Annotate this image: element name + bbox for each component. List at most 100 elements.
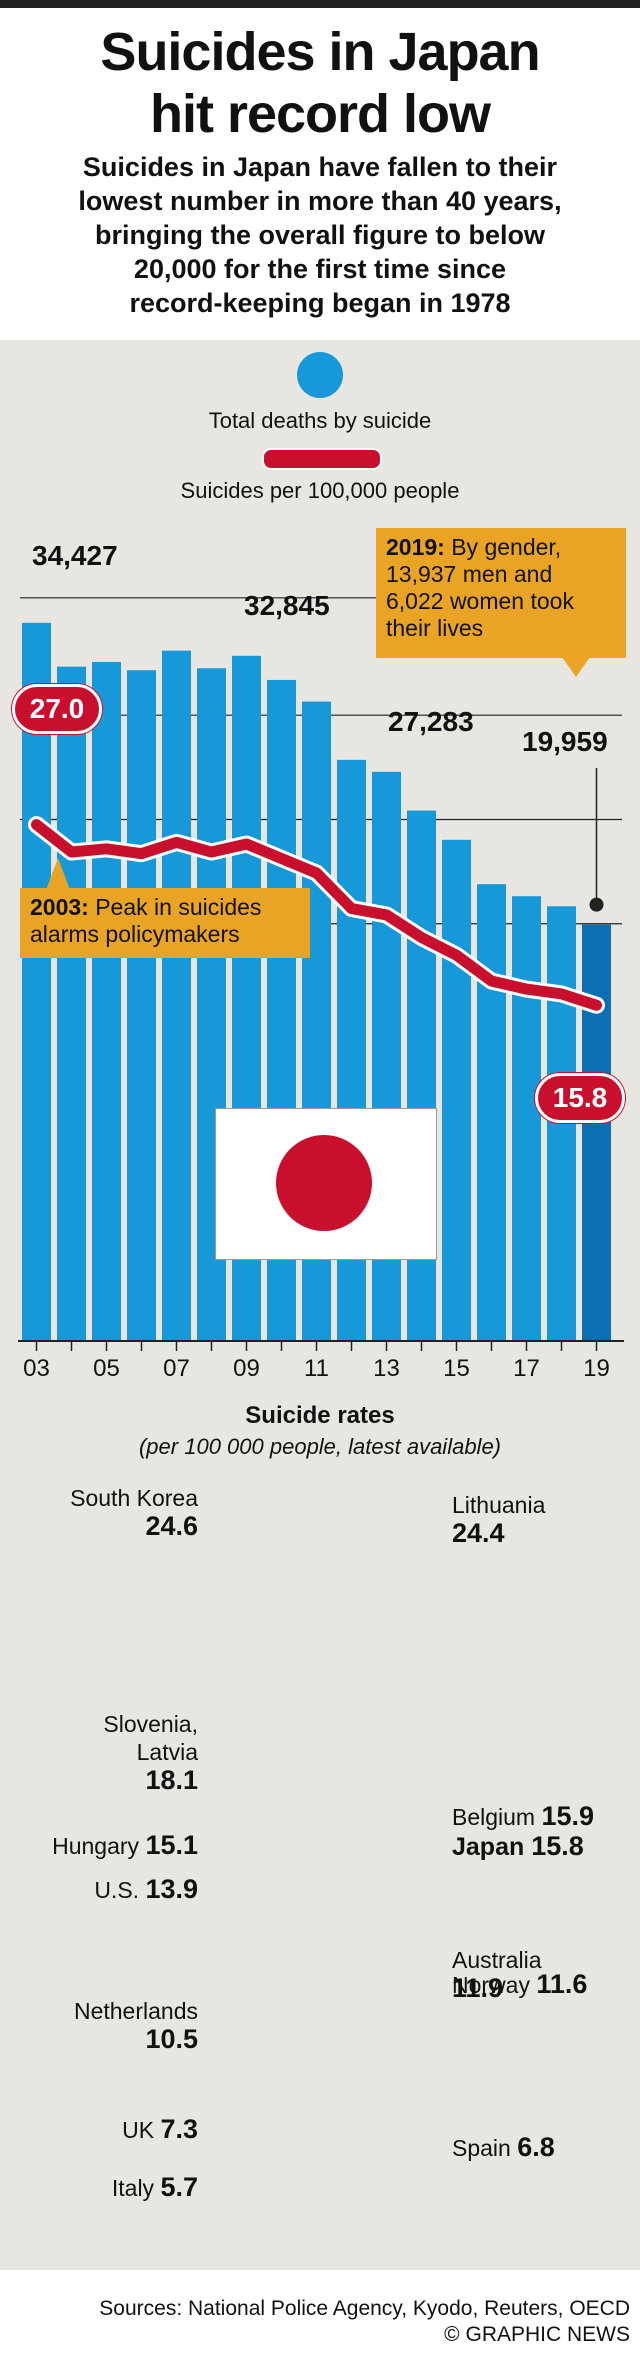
country-name: Slovenia, — [103, 1711, 198, 1738]
country-left: UK 7.3 — [122, 2115, 198, 2144]
country-left: Netherlands 10.5 — [74, 1997, 198, 2054]
country-right: Belgium 15.9 — [452, 1802, 594, 1831]
country-name: Lithuania — [452, 1492, 546, 1519]
callout-2019-pointer — [562, 657, 590, 677]
rate-2003-badge: 27.0 — [12, 684, 102, 734]
country-value: 11.9 — [452, 1972, 504, 2003]
x-tick-label: 17 — [513, 1355, 540, 1382]
country-name: Italy — [111, 2175, 161, 2201]
marker-2019 — [589, 897, 604, 912]
callout-2019-text: 13,937 men and — [386, 561, 553, 587]
country-right: Norway 11.6 — [452, 1970, 587, 1999]
callout-2003-text: alarms policymakers — [30, 921, 240, 947]
bar-2007 — [162, 650, 191, 1341]
country-name: U.S. — [94, 1876, 146, 1903]
country-value: 15.9 — [541, 1801, 595, 1832]
rate-2019-badge: 15.8 — [535, 1073, 625, 1123]
callout-2019-text: By gender, — [444, 534, 562, 560]
bar-2017 — [512, 896, 541, 1341]
top-rule — [0, 0, 640, 8]
x-tick-label: 15 — [443, 1355, 470, 1382]
country-value: 18.1 — [145, 1765, 198, 1796]
bar-2019 — [582, 924, 611, 1341]
value-2009: 32,845 — [244, 590, 330, 621]
bar-2006 — [127, 670, 156, 1341]
callout-2003: 2003: Peak in suicides alarms policymake… — [20, 888, 310, 958]
country-value: 15.8 — [531, 1831, 584, 1862]
subtitle-line: bringing the overall figure to below — [94, 220, 546, 250]
value-2019: 19,959 — [522, 726, 608, 757]
title-line-1: Suicides in Japan — [100, 22, 540, 82]
flag-sun — [276, 1135, 372, 1231]
country-left: Italy 5.7 — [112, 2173, 198, 2202]
value-2003: 34,427 — [32, 540, 118, 571]
bar-2015 — [442, 839, 471, 1341]
x-tick-label: 07 — [163, 1355, 190, 1382]
country-value: 7.3 — [160, 2113, 198, 2144]
title-line-2: hit record low — [149, 84, 491, 144]
country-name: UK — [122, 2116, 161, 2143]
subtitle-line: Suicides in Japan have fallen to their — [82, 152, 558, 182]
subtitle-line: 20,000 for the first time since — [133, 254, 507, 284]
rate-line-core — [31, 819, 602, 1011]
value-2013: 27,283 — [388, 706, 474, 737]
country-value: 24.4 — [452, 1518, 505, 1549]
country-left: U.S. 13.9 — [94, 1875, 198, 1904]
bar-2003 — [22, 622, 51, 1341]
callout-2003-pointer — [46, 858, 70, 890]
legend-line-label: Suicides per 100,000 people — [180, 478, 460, 503]
country-value: 10.5 — [145, 2023, 198, 2054]
country-value: 15.1 — [145, 1830, 198, 1861]
x-tick-label: 19 — [583, 1355, 610, 1382]
country-left: South Korea 24.6 — [70, 1484, 198, 1541]
country-name: Japan — [452, 1833, 532, 1862]
country-name: Netherlands — [73, 1997, 198, 2024]
japan-flag-icon — [215, 1108, 437, 1260]
bar-2018 — [547, 906, 576, 1341]
country-left: Hungary 15.1 — [52, 1831, 198, 1860]
rates-subtitle: (per 100 000 people, latest available) — [138, 1434, 502, 1459]
x-tick-label: 05 — [93, 1355, 120, 1382]
country-right: Spain 6.8 — [452, 2133, 555, 2162]
bar-2004 — [57, 666, 86, 1341]
legend-line-swatch — [262, 448, 382, 470]
legend-bars-label: Total deaths by suicide — [208, 408, 432, 433]
country-name: Australia — [452, 1946, 542, 1973]
legend-bar-swatch — [297, 352, 343, 398]
sources: Sources: National Police Agency, Kyodo, … — [99, 2296, 630, 2348]
country-name: Spain — [452, 2135, 518, 2162]
bar-2005 — [92, 661, 121, 1341]
callout-2019: 2019: By gender, 13,937 men and 6,022 wo… — [376, 528, 626, 658]
callout-2003-year: 2003: — [30, 894, 89, 920]
country-right: Lithuania 24.4 — [452, 1491, 545, 1548]
callout-2019-text: 6,022 women took — [386, 588, 574, 614]
country-value: 11.6 — [536, 1968, 588, 1999]
sources-text: Sources: National Police Agency, Kyodo, … — [99, 2297, 630, 2320]
country-name: Norway — [452, 1971, 537, 1998]
country-right: Australia 11.9 — [452, 1946, 541, 2003]
subtitle-line: record-keeping began in 1978 — [129, 288, 511, 318]
bar-2014 — [407, 810, 436, 1341]
x-tick-label: 03 — [23, 1355, 50, 1382]
rates-title: Suicide rates — [245, 1402, 395, 1429]
x-tick-label: 13 — [373, 1355, 400, 1382]
country-value: 6.8 — [517, 2132, 555, 2163]
copyright: © GRAPHIC NEWS — [444, 2323, 630, 2346]
country-value: 5.7 — [160, 2172, 198, 2202]
country-left: Slovenia, Latvia 18.1 — [103, 1710, 198, 1795]
subtitle: Suicides in Japan have fallen to their l… — [10, 150, 630, 320]
country-value: 13.9 — [145, 1873, 198, 1904]
callout-2003-text: Peak in suicides — [88, 894, 262, 920]
country-name: Belgium — [452, 1804, 542, 1831]
country-name: Hungary — [52, 1833, 146, 1860]
country-name: Latvia — [136, 1739, 198, 1766]
country-name: South Korea — [70, 1485, 198, 1511]
x-tick-label: 11 — [304, 1355, 329, 1382]
bar-2016 — [477, 884, 506, 1341]
country-right: Japan 15.8 — [452, 1832, 584, 1861]
callout-2019-year: 2019: — [386, 534, 445, 560]
country-value: 24.6 — [145, 1511, 198, 1541]
x-tick-label: 09 — [233, 1355, 260, 1382]
subtitle-line: lowest number in more than 40 years, — [78, 186, 562, 216]
callout-2019-text: their lives — [386, 615, 484, 641]
